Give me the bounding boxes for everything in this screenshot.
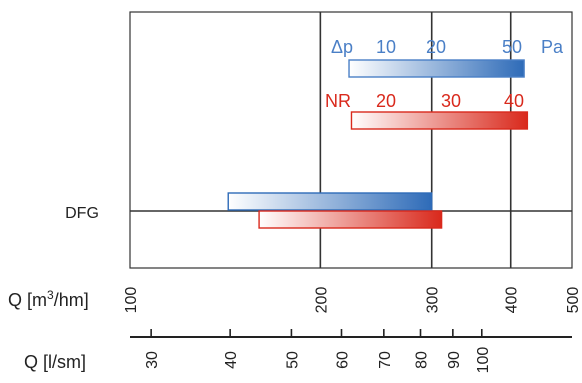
legend: Δp 10 20 50 Pa NR 20 30 40 <box>325 37 564 130</box>
x-tick-secondary-60: 60 <box>334 351 351 369</box>
legend-tick-dp-10: 10 <box>376 37 396 57</box>
x-tick-primary-200: 200 <box>313 287 330 314</box>
legend-label-dp: Δp <box>331 37 353 57</box>
x-tick-secondary-70: 70 <box>377 351 394 369</box>
x-tick-primary-500: 500 <box>565 287 582 314</box>
x-axis-label-primary: Q [m3/hm] <box>8 288 89 310</box>
plot-frame <box>129 11 573 269</box>
bars <box>227 192 443 229</box>
x-tick-secondary-80: 80 <box>414 351 431 369</box>
legend-tick-dp-50: 50 <box>502 37 522 57</box>
legend-bar-nr <box>350 111 529 130</box>
x-tick-primary-400: 400 <box>504 287 521 314</box>
bar-series-1 <box>227 192 433 211</box>
x-tick-secondary-90: 90 <box>446 351 463 369</box>
x-tick-secondary-40: 40 <box>223 351 240 369</box>
x-axis-label-secondary: Q [l/sm] <box>24 352 86 372</box>
legend-unit-dp: Pa <box>541 37 564 57</box>
legend-bar-dp <box>348 59 525 78</box>
primary-ticks: 100 200 300 400 500 <box>123 287 582 314</box>
x-tick-secondary-100: 100 <box>475 347 492 374</box>
secondary-ticks: 30 40 50 60 70 80 90 100 <box>144 329 492 373</box>
legend-label-nr: NR <box>325 91 351 111</box>
legend-tick-dp-20: 20 <box>426 37 446 57</box>
x-tick-primary-300: 300 <box>425 287 442 314</box>
x-tick-secondary-50: 50 <box>284 351 301 369</box>
category-label: DFG <box>65 205 99 222</box>
bar-series-2 <box>258 210 443 229</box>
legend-tick-nr-20: 20 <box>376 91 396 111</box>
legend-tick-nr-30: 30 <box>441 91 461 111</box>
x-tick-primary-100: 100 <box>123 287 140 314</box>
legend-tick-nr-40: 40 <box>504 91 524 111</box>
x-tick-secondary-30: 30 <box>144 351 161 369</box>
